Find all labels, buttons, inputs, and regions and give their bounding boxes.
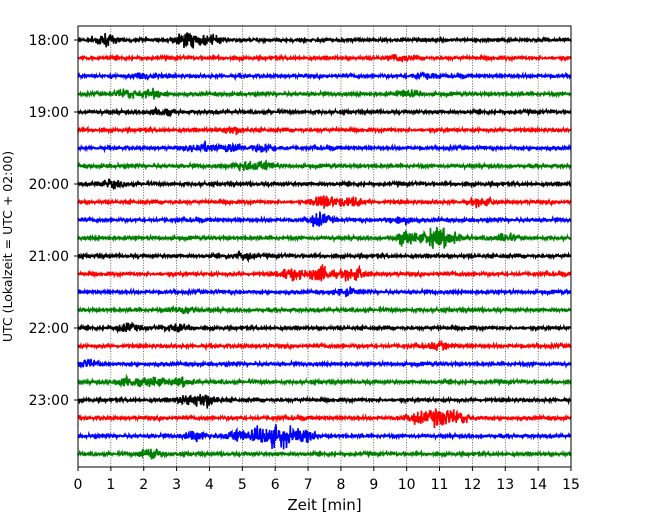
x-tick-label: 13 [496, 477, 514, 493]
x-tick-label: 0 [74, 477, 83, 493]
seismic-trace [77, 178, 572, 191]
x-tick-label: 11 [431, 477, 449, 493]
y-tick-label: 20:00 [29, 177, 69, 193]
seismic-trace [77, 125, 572, 136]
trace-lines [77, 32, 572, 460]
x-tick-label: 8 [336, 477, 345, 493]
x-tick-label: 2 [139, 477, 148, 493]
seismic-trace [77, 159, 572, 172]
seismic-trace [77, 373, 572, 389]
seismic-trace [77, 53, 572, 63]
y-axis-label: UTC (Lokalzeit = UTC + 02:00) [0, 151, 15, 342]
y-tick-label: 18:00 [29, 33, 69, 49]
seismic-trace [77, 105, 572, 118]
x-tick-label: 3 [172, 477, 181, 493]
seismic-trace [77, 195, 572, 209]
seismic-trace [77, 226, 572, 249]
seismic-trace [77, 250, 572, 264]
x-tick-label: 9 [369, 477, 378, 493]
x-tick-label: 7 [304, 477, 313, 493]
grid-lines [110, 26, 539, 467]
x-tick-label: 4 [205, 477, 214, 493]
seismic-trace [77, 71, 572, 82]
seismic-trace [77, 286, 572, 298]
seismic-trace [77, 447, 572, 460]
x-tick-label: 10 [398, 477, 416, 493]
y-tick-label: 21:00 [29, 249, 69, 265]
seismic-trace [77, 264, 572, 282]
seismic-trace [77, 424, 572, 450]
plot-frame [77, 25, 572, 468]
seismic-trace [77, 211, 572, 227]
y-tick-label: 22:00 [29, 321, 69, 337]
x-tick-label: 15 [562, 477, 580, 493]
seismic-trace [77, 394, 572, 409]
x-tick-label: 12 [463, 477, 481, 493]
seismic-trace [77, 32, 572, 49]
x-tick-label: 6 [271, 477, 280, 493]
seismic-trace [77, 321, 572, 334]
y-tick-label: 19:00 [29, 105, 69, 121]
x-tick-label: 1 [106, 477, 115, 493]
seismic-trace [77, 339, 572, 352]
seismic-trace [77, 304, 572, 315]
seismic-trace [77, 87, 572, 100]
x-axis-label: Zeit [min] [287, 496, 361, 514]
y-tick-label: 23:00 [29, 393, 69, 409]
axis-ticks: 0 1 2 3 4 5 6 7 8 9 10 11 12 13 14 1518:0019:0020:0021:… [29, 33, 580, 493]
seismic-trace [77, 140, 572, 154]
x-tick-label: 14 [529, 477, 547, 493]
x-tick-label: 5 [238, 477, 247, 493]
seismic-trace [77, 358, 572, 369]
seismic-trace [77, 408, 572, 429]
